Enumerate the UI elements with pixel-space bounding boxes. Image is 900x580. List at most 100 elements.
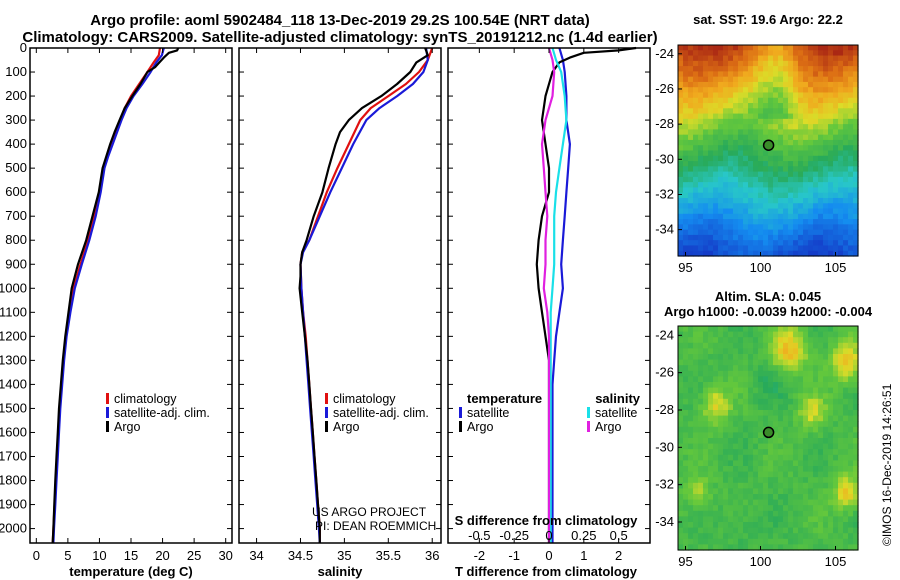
- map-cell: [748, 527, 754, 534]
- map-cell: [828, 66, 834, 72]
- map-cell: [728, 161, 734, 167]
- map-cell: [683, 331, 689, 338]
- map-cell: [748, 187, 754, 194]
- map-cell: [698, 516, 704, 523]
- map-cell: [768, 250, 774, 257]
- map-cell: [843, 234, 849, 241]
- map-cell: [833, 516, 839, 523]
- map-cell: [803, 161, 809, 167]
- map-cell: [693, 359, 699, 366]
- map-cell: [783, 55, 789, 62]
- map-cell: [678, 103, 684, 109]
- map-cell: [678, 471, 684, 478]
- map-cell: [763, 124, 769, 131]
- map-cell: [848, 145, 854, 152]
- map-cell: [848, 421, 854, 428]
- map-cell: [808, 471, 814, 478]
- map-cell: [788, 245, 794, 252]
- map-cell: [698, 359, 704, 366]
- map-cell: [783, 421, 789, 428]
- map-cell: [738, 224, 744, 231]
- map-cell: [753, 219, 759, 225]
- map-cell: [803, 124, 809, 131]
- map-cell: [733, 134, 739, 141]
- map-cell: [678, 426, 684, 433]
- map-cell: [763, 176, 769, 183]
- map-cell: [688, 71, 694, 78]
- map-cell: [773, 250, 779, 257]
- map-cell: [783, 499, 789, 506]
- map-cell: [723, 544, 729, 551]
- map-cell: [833, 240, 839, 247]
- map-cell: [783, 365, 789, 372]
- map-cell: [688, 426, 694, 433]
- map-cell: [693, 471, 699, 478]
- map-cell: [813, 466, 819, 473]
- map-cell: [688, 108, 694, 115]
- map-cell: [853, 466, 859, 473]
- map-cell: [823, 415, 829, 422]
- map-cell: [778, 197, 784, 204]
- title-line-1: Argo profile: aoml 5902484_118 13-Dec-20…: [90, 12, 590, 29]
- map-cell: [823, 213, 829, 220]
- map-cell: [723, 224, 729, 231]
- map-cell: [693, 516, 699, 523]
- map-cell: [718, 45, 724, 51]
- map-cell: [808, 197, 814, 204]
- map-cell: [743, 71, 749, 78]
- map-cell: [778, 118, 784, 125]
- map-cell: [808, 376, 814, 383]
- map-cell: [703, 171, 709, 178]
- map-cell: [753, 499, 759, 506]
- map-cell: [678, 494, 684, 501]
- map-cell: [828, 187, 834, 194]
- map-cell: [678, 516, 684, 523]
- map-cell: [693, 527, 699, 534]
- map-cell: [768, 471, 774, 478]
- map-cell: [698, 415, 704, 422]
- map-cell: [838, 103, 844, 109]
- map-cell: [788, 488, 794, 495]
- map-cell: [848, 522, 854, 529]
- map-cell: [853, 171, 859, 178]
- map-cell: [703, 240, 709, 247]
- map-cell: [708, 71, 714, 78]
- map-cell: [838, 516, 844, 523]
- map-cell: [738, 538, 744, 545]
- map-cell: [723, 171, 729, 178]
- map-cell: [828, 50, 834, 57]
- map-cell: [783, 527, 789, 534]
- map-cell: [708, 410, 714, 417]
- map-cell: [838, 499, 844, 506]
- map-cell: [683, 234, 689, 241]
- map-cell: [818, 139, 824, 146]
- map-cell: [678, 76, 684, 83]
- map-cell: [813, 348, 819, 355]
- map-cell: [723, 342, 729, 349]
- map-cell: [698, 494, 704, 501]
- map-cell: [748, 538, 754, 545]
- map-lon-label: 105: [825, 260, 847, 275]
- map-cell: [683, 505, 689, 512]
- map-cell: [688, 499, 694, 506]
- map-cell: [773, 229, 779, 236]
- salinity-xlabel: salinity: [318, 564, 364, 579]
- map-cell: [818, 134, 824, 141]
- map-cell: [808, 60, 814, 67]
- map-cell: [818, 527, 824, 534]
- map-cell: [778, 488, 784, 495]
- map-cell: [838, 50, 844, 57]
- map-cell: [793, 471, 799, 478]
- map-cell: [763, 166, 769, 173]
- map-cell: [728, 155, 734, 162]
- map-cell: [838, 410, 844, 417]
- map-cell: [733, 466, 739, 473]
- map-cell: [708, 76, 714, 83]
- map-cell: [718, 55, 724, 62]
- map-cell: [823, 365, 829, 372]
- map-cell: [733, 342, 739, 349]
- map-cell: [753, 443, 759, 450]
- map-cell: [793, 454, 799, 461]
- map-cell: [683, 499, 689, 506]
- map-cell: [853, 161, 859, 167]
